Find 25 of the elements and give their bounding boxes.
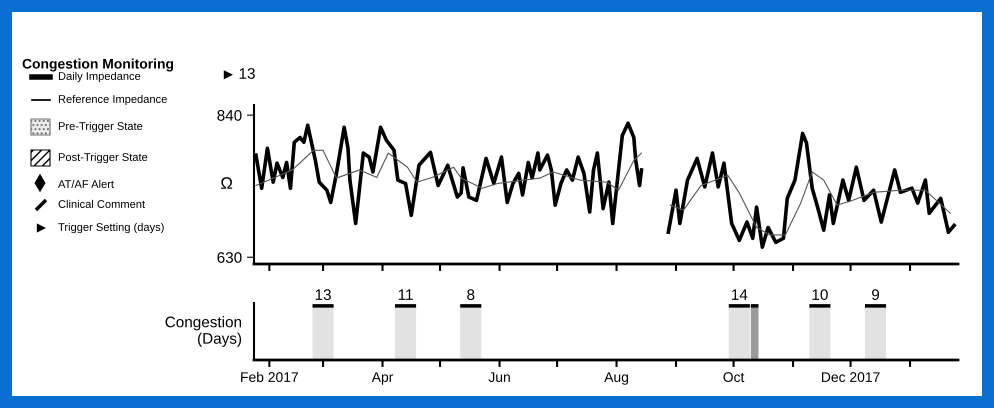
y-axis-title: Ω: [221, 177, 232, 189]
text: Reference Impedance: [58, 94, 167, 106]
annotation: 8: [467, 289, 474, 300]
text: Pre-Trigger State: [58, 122, 142, 132]
text: Post-Trigger State: [58, 152, 148, 164]
text: Congestion Monitoring: [22, 58, 174, 72]
annotation: 11: [398, 289, 413, 300]
y-tick-label: 630: [217, 252, 242, 263]
text: 13: [240, 68, 255, 79]
x-tick-label: Jun: [488, 372, 510, 382]
annotation: 9: [872, 289, 880, 300]
text: Trigger Setting (days): [58, 222, 164, 234]
x-tick-label: Apr: [372, 372, 394, 385]
x-tick-label: Aug: [604, 372, 628, 385]
annotation: 13: [316, 289, 331, 300]
x-tick-label: Dec 2017: [822, 372, 880, 382]
y-axis-title: Congestion (Days): [166, 316, 242, 347]
text: Clinical Comment: [58, 200, 145, 208]
y-tick-label: 840: [217, 110, 242, 121]
annotation: 10: [812, 289, 828, 300]
text: AT/AF Alert: [58, 180, 114, 188]
text: Daily Impedance: [58, 72, 140, 82]
annotation: 14: [732, 289, 748, 300]
x-tick-label: Oct: [723, 372, 744, 382]
x-tick-label: Feb 2017: [241, 372, 298, 382]
